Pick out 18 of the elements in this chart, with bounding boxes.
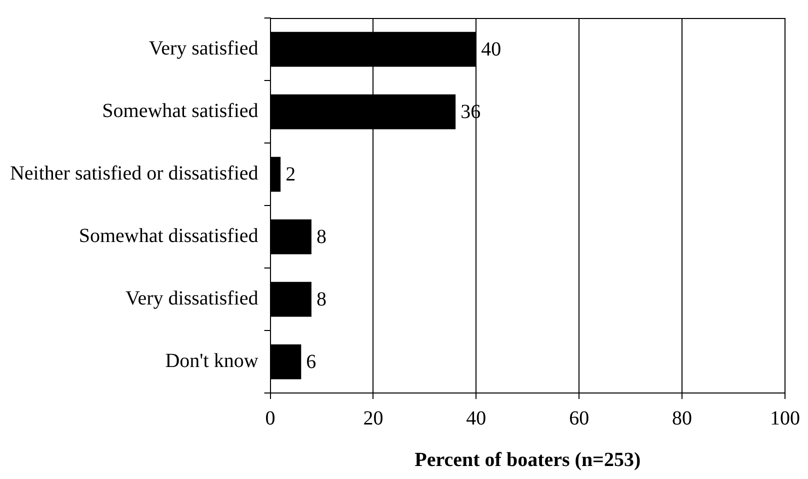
y-tick-label: Very dissatisfied — [126, 288, 258, 310]
y-tick-label: Don't know — [165, 350, 259, 372]
data-label: 6 — [306, 351, 316, 373]
data-label: 40 — [481, 38, 502, 60]
y-tick-label: Neither satisfied or dissatisfied — [10, 162, 258, 184]
x-tick-label: 100 — [770, 407, 800, 430]
x-axis-title: Percent of boaters (n=253) — [414, 449, 641, 472]
x-tick-label: 0 — [265, 407, 276, 430]
data-label: 8 — [316, 288, 326, 310]
y-tick-label: Somewhat satisfied — [102, 100, 258, 122]
x-tick-label: 80 — [672, 407, 692, 430]
x-tick-label: 20 — [363, 407, 384, 430]
data-label: 8 — [316, 226, 326, 248]
y-tick-label: Somewhat dissatisfied — [78, 225, 258, 247]
x-tick-label: 60 — [569, 407, 590, 430]
y-tick-label: Very satisfied — [148, 38, 258, 60]
x-tick-label: 40 — [466, 407, 486, 430]
data-label: 2 — [286, 164, 296, 186]
